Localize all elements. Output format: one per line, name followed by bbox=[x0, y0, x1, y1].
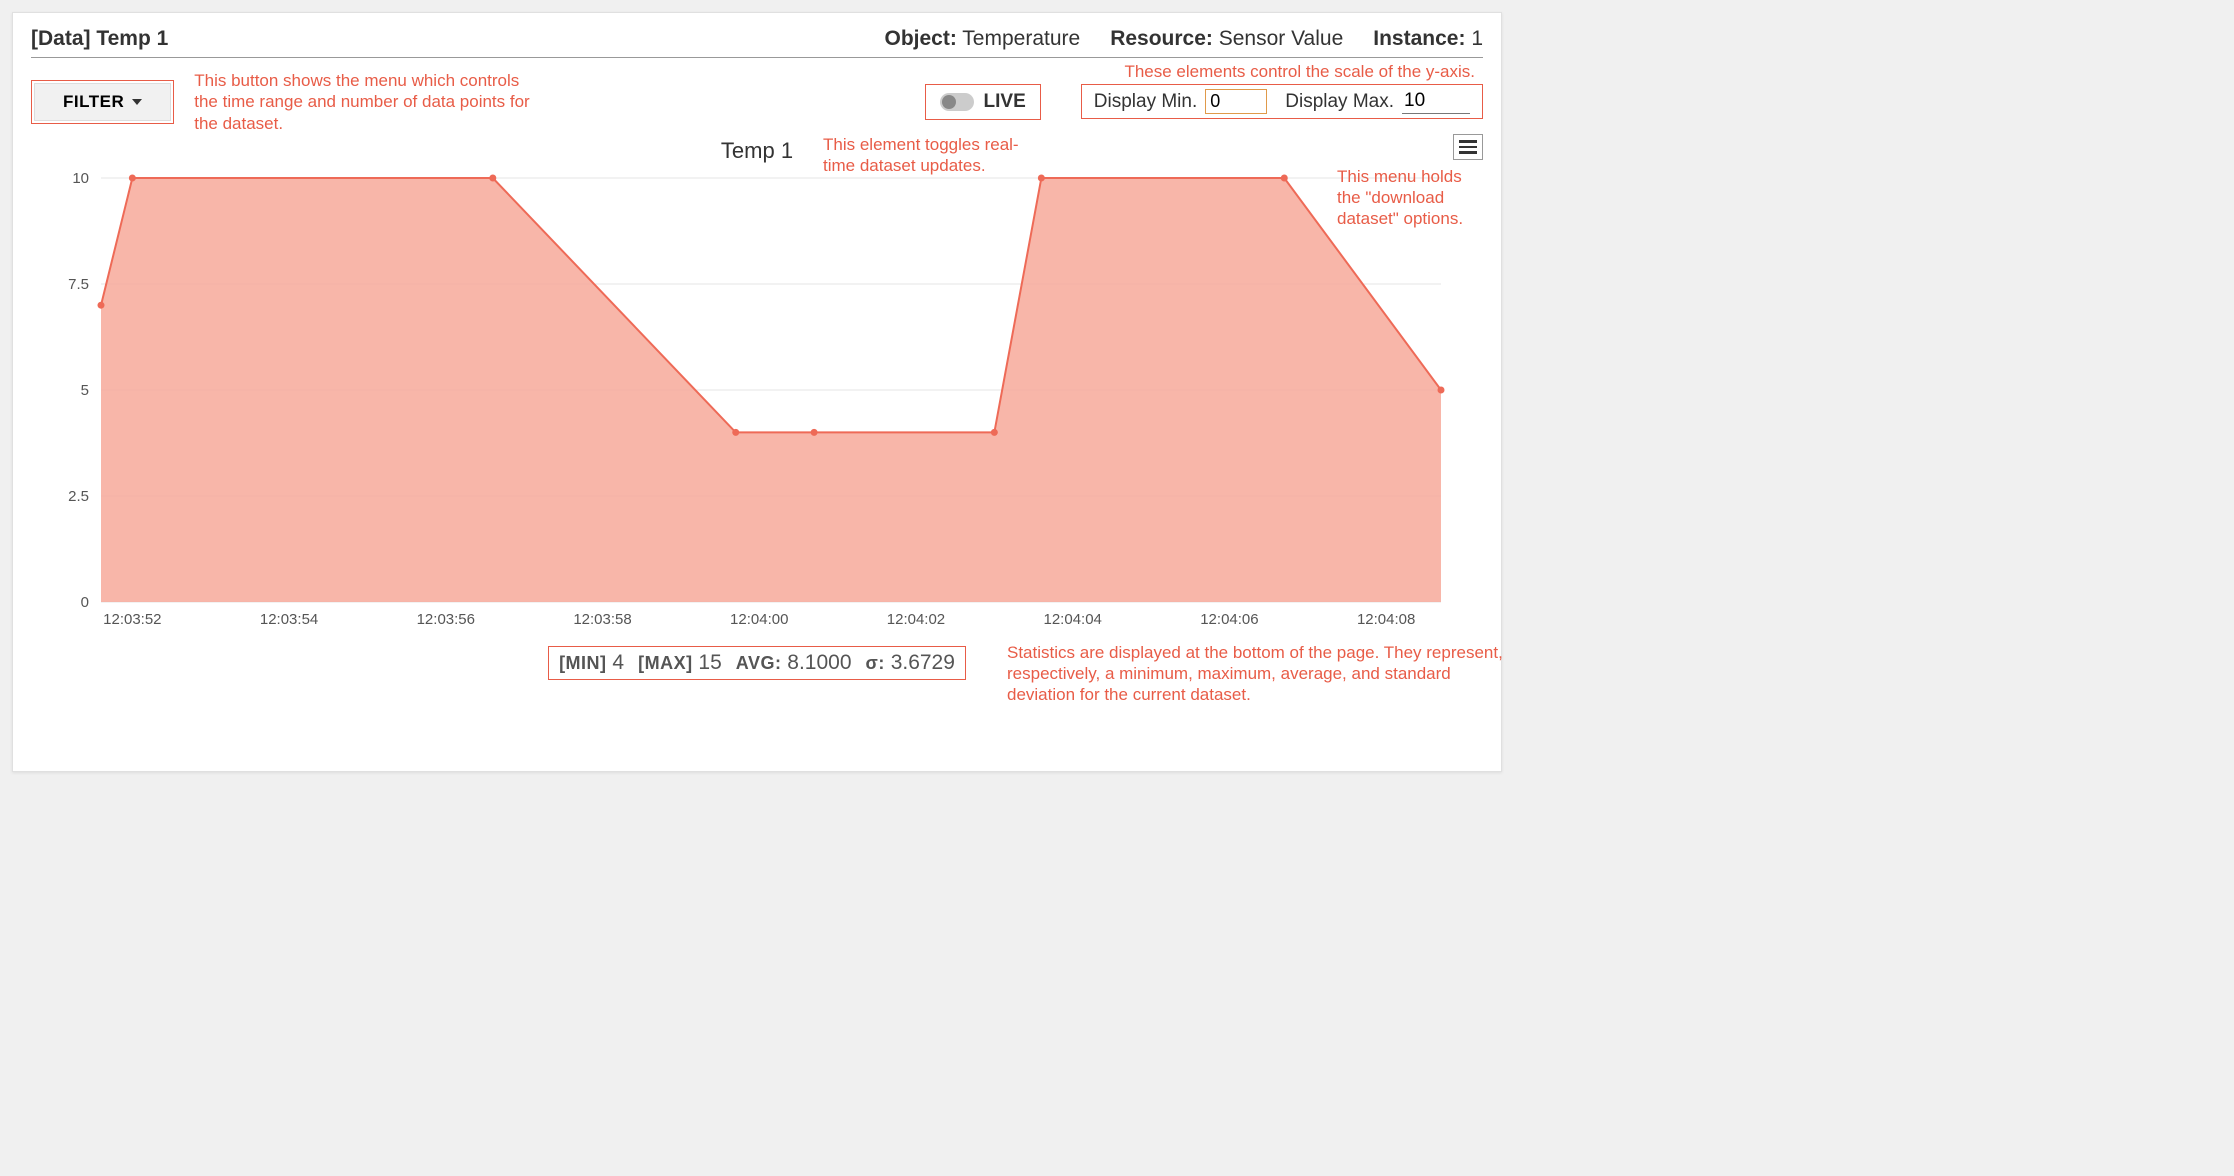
instance-value: 1 bbox=[1471, 27, 1483, 50]
annotation-live: This element toggles real-time dataset u… bbox=[823, 134, 1023, 177]
resource-label: Resource: bbox=[1110, 27, 1213, 50]
annotation-box-filter: FILTER bbox=[31, 80, 174, 124]
data-panel: [Data] Temp 1 Object: Temperature Resour… bbox=[12, 12, 1502, 772]
resource-value: Sensor Value bbox=[1219, 27, 1344, 50]
live-toggle[interactable] bbox=[940, 93, 974, 111]
stat-min-label: [MIN] bbox=[559, 653, 606, 673]
hamburger-icon bbox=[1459, 151, 1477, 154]
stats-box: [MIN] 4 [MAX] 15 AVG: 8.1000 σ: 3.6729 bbox=[548, 646, 966, 680]
object-label: Object: bbox=[884, 27, 956, 50]
chart-title: Temp 1 bbox=[31, 138, 1483, 164]
svg-text:12:04:08: 12:04:08 bbox=[1357, 611, 1415, 628]
panel-header: [Data] Temp 1 Object: Temperature Resour… bbox=[31, 27, 1483, 58]
svg-text:5: 5 bbox=[81, 382, 89, 399]
svg-text:12:03:58: 12:03:58 bbox=[573, 611, 631, 628]
svg-text:7.5: 7.5 bbox=[68, 276, 89, 293]
hamburger-icon bbox=[1459, 140, 1477, 143]
panel-meta: Object: Temperature Resource: Sensor Val… bbox=[884, 27, 1483, 51]
panel-title: [Data] Temp 1 bbox=[31, 27, 168, 51]
display-max-group: Display Max. bbox=[1285, 89, 1470, 114]
svg-text:12:03:52: 12:03:52 bbox=[103, 611, 161, 628]
instance-field: Instance: 1 bbox=[1373, 27, 1483, 51]
stat-sigma-value: 3.6729 bbox=[891, 651, 955, 674]
stats-row: [MIN] 4 [MAX] 15 AVG: 8.1000 σ: 3.6729 S… bbox=[31, 646, 1483, 680]
svg-text:10: 10 bbox=[72, 170, 89, 187]
object-value: Temperature bbox=[962, 27, 1080, 50]
svg-text:12:04:06: 12:04:06 bbox=[1200, 611, 1258, 628]
annotation-filter: This button shows the menu which control… bbox=[194, 70, 534, 134]
controls-row: FILTER This button shows the menu which … bbox=[31, 70, 1483, 134]
chart-region: Temp 1 This element toggles real-time da… bbox=[31, 168, 1483, 638]
svg-text:2.5: 2.5 bbox=[68, 488, 89, 505]
hamburger-icon bbox=[1459, 146, 1477, 149]
filter-button[interactable]: FILTER bbox=[34, 83, 171, 121]
stat-max-value: 15 bbox=[698, 651, 721, 674]
stat-max-label: [MAX] bbox=[638, 653, 693, 673]
annotation-stats: Statistics are displayed at the bottom o… bbox=[1007, 642, 1507, 706]
chart-svg: 0 2.5 5 7.5 10 12:03:52 12:03:54 12:03:56 12:03:… bbox=[31, 168, 1461, 638]
filter-button-label: FILTER bbox=[63, 92, 124, 112]
caret-down-icon bbox=[132, 99, 142, 105]
svg-text:12:03:56: 12:03:56 bbox=[417, 611, 475, 628]
live-toggle-group: LIVE bbox=[925, 84, 1041, 120]
display-max-input[interactable] bbox=[1402, 89, 1470, 114]
svg-text:12:04:02: 12:04:02 bbox=[887, 611, 945, 628]
live-label: LIVE bbox=[984, 91, 1026, 113]
display-min-label: Display Min. bbox=[1094, 91, 1197, 113]
instance-label: Instance: bbox=[1373, 27, 1465, 50]
stat-avg-label: AVG: bbox=[736, 653, 782, 673]
svg-text:12:04:04: 12:04:04 bbox=[1044, 611, 1102, 628]
object-field: Object: Temperature bbox=[884, 27, 1080, 51]
svg-text:0: 0 bbox=[81, 594, 89, 611]
stat-min-value: 4 bbox=[612, 651, 624, 674]
y-scale-controls: Display Min. Display Max. bbox=[1081, 84, 1483, 119]
stat-sigma-label: σ: bbox=[866, 653, 885, 673]
display-min-group: Display Min. bbox=[1094, 89, 1267, 114]
chart-menu-button[interactable] bbox=[1453, 134, 1483, 160]
svg-text:12:03:54: 12:03:54 bbox=[260, 611, 318, 628]
display-max-label: Display Max. bbox=[1285, 91, 1394, 113]
annotation-menu: This menu holds the "download dataset" o… bbox=[1337, 166, 1487, 230]
svg-text:12:04:00: 12:04:00 bbox=[730, 611, 788, 628]
stat-avg-value: 8.1000 bbox=[787, 651, 851, 674]
resource-field: Resource: Sensor Value bbox=[1110, 27, 1343, 51]
display-min-input[interactable] bbox=[1205, 89, 1267, 114]
